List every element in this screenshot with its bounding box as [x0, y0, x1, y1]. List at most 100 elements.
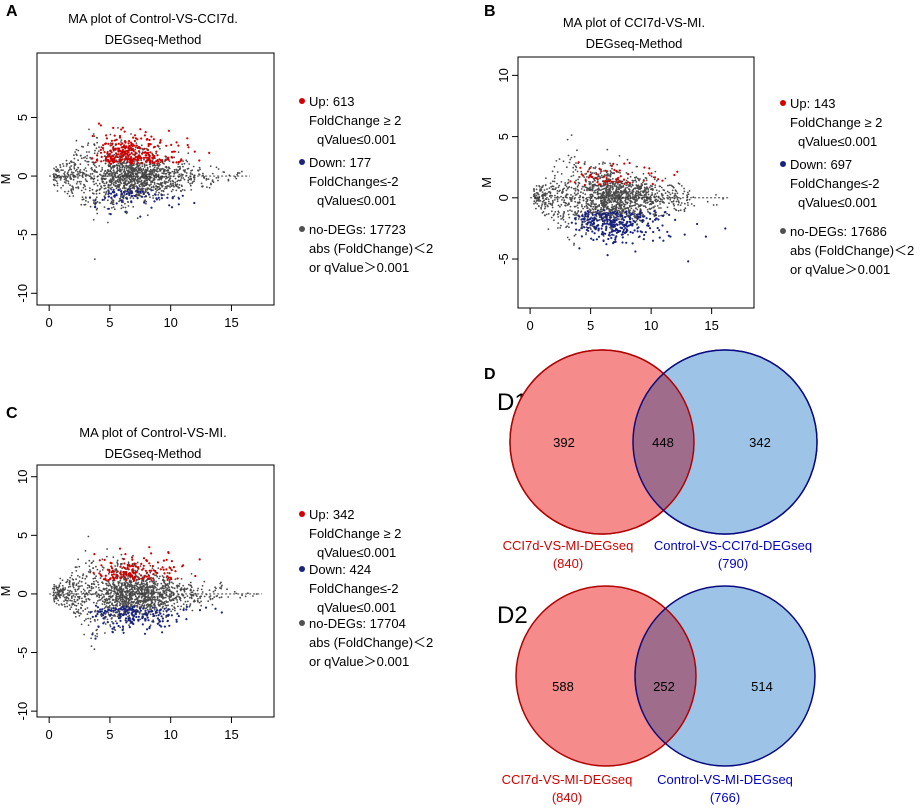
point-no-deg [560, 224, 562, 227]
point-no-deg [597, 187, 600, 190]
point-no-deg [161, 579, 164, 582]
point-up [145, 159, 148, 162]
point-up [615, 169, 618, 173]
point-no-deg [162, 613, 165, 616]
point-no-deg [134, 573, 137, 576]
point-no-deg [70, 173, 72, 176]
point-no-deg [121, 178, 124, 181]
point-no-deg [156, 167, 159, 169]
point-down [605, 226, 608, 230]
point-no-deg [578, 176, 580, 178]
point-no-deg [606, 170, 609, 173]
point-no-deg [627, 198, 630, 201]
point-no-deg [601, 163, 604, 165]
point-no-deg [77, 574, 79, 577]
point-no-deg [206, 186, 208, 189]
point-no-deg [126, 594, 129, 597]
point-up [146, 148, 149, 151]
point-up [96, 154, 99, 157]
point-no-deg [176, 590, 179, 593]
point-up [612, 162, 615, 165]
point-no-deg [635, 200, 638, 202]
point-no-deg [617, 195, 619, 198]
point-down [109, 213, 112, 216]
point-no-deg [637, 184, 640, 187]
point-no-deg [188, 178, 191, 181]
point-no-deg [53, 600, 56, 603]
point-no-deg [612, 205, 615, 208]
point-no-deg [67, 597, 70, 600]
point-no-deg [170, 581, 173, 584]
point-no-deg [111, 620, 113, 623]
point-no-deg [63, 593, 65, 596]
point-no-deg [85, 618, 87, 620]
point-no-deg [632, 194, 634, 196]
point-up [608, 179, 612, 182]
point-no-deg [624, 189, 627, 192]
point-no-deg [620, 186, 623, 189]
point-no-deg [118, 174, 121, 176]
point-no-deg [551, 206, 554, 209]
point-no-deg [554, 188, 557, 191]
point-down [115, 202, 118, 205]
point-no-deg [71, 578, 74, 580]
point-no-deg [145, 202, 147, 205]
point-no-deg [553, 165, 556, 168]
point-no-deg [200, 182, 203, 185]
point-no-deg [599, 176, 602, 179]
point-up [573, 181, 577, 184]
point-no-deg [533, 193, 536, 195]
point-no-deg [179, 179, 181, 182]
point-no-deg [659, 203, 661, 205]
panel-a-title-line-2: DEGseq-Method [105, 32, 202, 47]
point-no-deg [211, 180, 214, 183]
point-no-deg [560, 181, 563, 183]
point-up [105, 137, 108, 140]
point-down [651, 239, 655, 242]
point-no-deg [608, 178, 610, 181]
point-no-deg [135, 142, 138, 145]
point-up [198, 159, 201, 162]
point-no-deg [592, 199, 594, 202]
point-no-deg [573, 155, 576, 158]
point-no-deg [636, 223, 638, 226]
point-no-deg [116, 559, 119, 562]
point-no-deg [614, 193, 616, 196]
point-no-deg [117, 162, 120, 165]
point-down [574, 222, 577, 225]
point-no-deg [133, 187, 136, 190]
point-no-deg [604, 162, 606, 165]
point-down [633, 229, 636, 232]
point-no-deg [134, 168, 137, 170]
point-no-deg [193, 178, 196, 181]
point-down [642, 215, 645, 218]
point-no-deg [609, 192, 612, 195]
point-no-deg [192, 165, 195, 168]
point-no-deg [153, 166, 156, 169]
point-no-deg [62, 184, 64, 187]
point-down [619, 214, 623, 217]
point-no-deg [51, 587, 54, 590]
point-no-deg [143, 158, 145, 161]
point-no-deg [146, 168, 149, 170]
point-no-deg [120, 207, 123, 210]
point-no-deg [545, 198, 548, 201]
point-down [641, 220, 644, 223]
point-down [160, 194, 163, 197]
point-no-deg [141, 165, 144, 168]
point-no-deg [87, 174, 89, 177]
point-down [597, 235, 601, 238]
point-no-deg [189, 604, 192, 607]
point-no-deg [153, 183, 156, 185]
point-no-deg [190, 573, 193, 575]
point-up [180, 158, 183, 161]
point-no-deg [119, 173, 122, 176]
point-down [591, 217, 594, 220]
point-no-deg [102, 594, 105, 596]
point-no-deg [95, 136, 98, 139]
point-up [114, 152, 118, 155]
point-no-deg [137, 181, 139, 184]
point-no-deg [154, 601, 157, 603]
point-no-deg [146, 173, 149, 176]
